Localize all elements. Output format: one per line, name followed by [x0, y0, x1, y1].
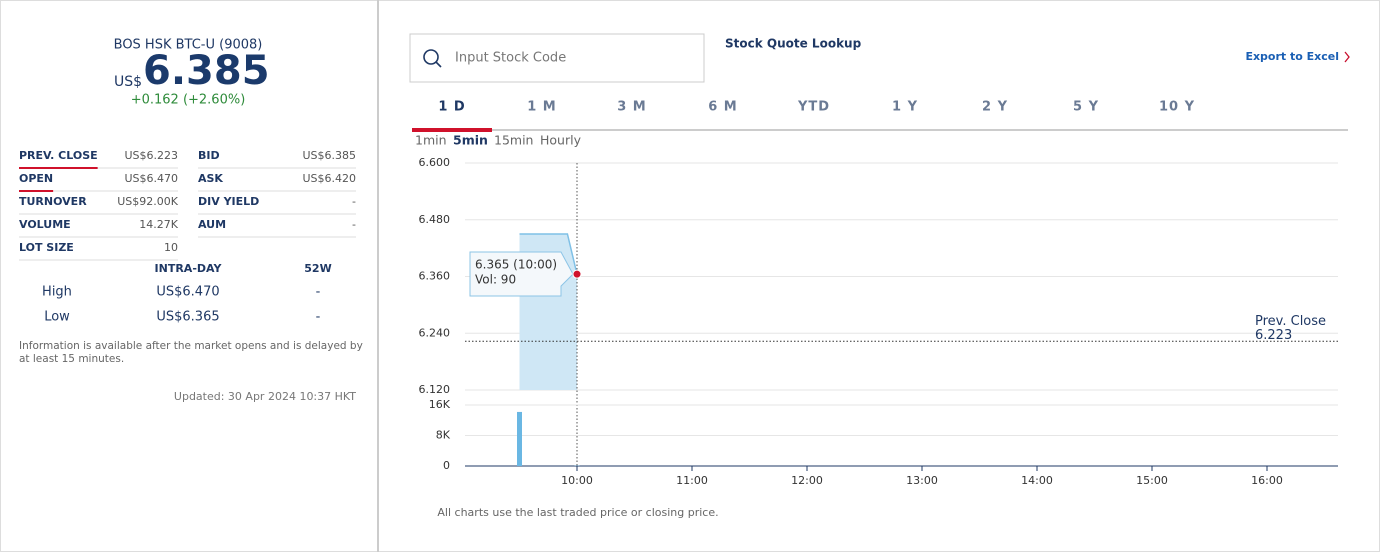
tooltip-volume: Vol: 90	[475, 273, 516, 287]
tab-active-underline	[412, 128, 492, 132]
y-tick-label: 6.360	[419, 270, 451, 283]
x-tick-label: 11:00	[676, 474, 708, 487]
tooltip-price: 6.365 (10:00)	[475, 258, 557, 272]
range-label: High	[42, 285, 72, 300]
period-tab[interactable]: 1 Y	[892, 100, 918, 115]
stat-value: 10	[164, 241, 178, 254]
note: at least 15 minutes.	[19, 353, 124, 365]
updated: Updated: 30 Apr 2024 10:37 HKT	[174, 390, 356, 403]
stat-value: US$92.00K	[117, 195, 179, 208]
period-tab[interactable]: 6 M	[708, 100, 738, 115]
x-tick-label: 13:00	[906, 474, 938, 487]
x-tick-label: 12:00	[791, 474, 823, 487]
interval-option[interactable]: 15min	[494, 133, 533, 148]
stock-name: BOS HSK BTC-U (9008)	[114, 38, 263, 53]
period-tab[interactable]: 1 D	[438, 100, 465, 115]
selected-underline	[19, 190, 54, 192]
export-link[interactable]: Export to Excel	[1245, 50, 1339, 63]
period-tab[interactable]: 5 Y	[1073, 100, 1099, 115]
stat-label: LOT SIZE	[19, 241, 74, 254]
x-tick-label: 16:00	[1251, 474, 1283, 487]
x-tick-label: 15:00	[1136, 474, 1168, 487]
range-value: US$6.470	[156, 285, 219, 300]
interval-option[interactable]: 1min	[415, 133, 447, 148]
range-label: Low	[44, 310, 70, 325]
interval-option[interactable]: Hourly	[540, 133, 582, 148]
stat-label: AUM	[198, 218, 226, 231]
stat-value: -	[352, 195, 356, 208]
hover-point	[572, 269, 582, 279]
y-tick-label: 16K	[429, 398, 451, 411]
stat-value: US$6.470	[124, 172, 178, 185]
period-tab[interactable]: 2 Y	[982, 100, 1008, 115]
period-tab[interactable]: YTD	[797, 100, 830, 115]
stat-label: PREV. CLOSE	[19, 149, 98, 162]
stat-label: TURNOVER	[19, 195, 87, 208]
y-tick-label: 8K	[436, 429, 451, 442]
price: 6.385	[143, 48, 270, 94]
export-arrow	[1344, 51, 1350, 63]
search-input[interactable]	[409, 33, 705, 83]
stat-value: US$6.385	[302, 149, 356, 162]
interval-option[interactable]: 5min	[453, 133, 488, 148]
search-icon	[435, 61, 442, 68]
y-tick-label: 6.600	[419, 156, 451, 169]
note: Information is available after the marke…	[19, 340, 363, 352]
period-tab[interactable]: 3 M	[617, 100, 647, 115]
stat-label: DIV YIELD	[198, 195, 259, 208]
volume-bar	[517, 411, 522, 466]
stat-label: ASK	[198, 172, 223, 185]
price-line	[519, 233, 578, 275]
y-tick-label: 6.120	[419, 383, 451, 396]
selected-underline	[19, 167, 98, 169]
range-header: INTRA-DAY	[155, 262, 223, 275]
y-tick-label: 6.480	[419, 213, 451, 226]
prev-close-label: Prev. Close	[1255, 314, 1326, 329]
change: +0.162 (+2.60%)	[131, 93, 246, 108]
range-value: -	[316, 285, 321, 300]
period-tab[interactable]: 1 M	[527, 100, 557, 115]
stat-value: 14.27K	[139, 218, 178, 231]
stat-label: OPEN	[19, 172, 53, 185]
prev-close-value: 6.223	[1255, 328, 1292, 343]
period-tab[interactable]: 10 Y	[1159, 100, 1195, 115]
y-tick-label: 6.240	[419, 326, 451, 339]
range-value: US$6.365	[156, 310, 219, 325]
stat-value: US$6.223	[124, 149, 178, 162]
x-tick-label: 14:00	[1021, 474, 1053, 487]
search-title: Stock Quote Lookup	[725, 37, 862, 51]
range-header: 52W	[304, 262, 331, 275]
stat-value: US$6.420	[302, 172, 356, 185]
x-tick-label: 10:00	[561, 474, 593, 487]
search-icon	[423, 49, 439, 65]
range-value: -	[316, 310, 321, 325]
y-tick-label: 0	[443, 459, 450, 472]
currency: US$	[114, 74, 142, 90]
search-placeholder: Input Stock Code	[455, 51, 566, 66]
stat-label: VOLUME	[19, 218, 71, 231]
footnote: All charts use the last traded price or …	[437, 506, 718, 519]
stat-label: BID	[198, 149, 220, 162]
tooltip-box	[469, 251, 574, 297]
stat-value: -	[352, 218, 356, 231]
